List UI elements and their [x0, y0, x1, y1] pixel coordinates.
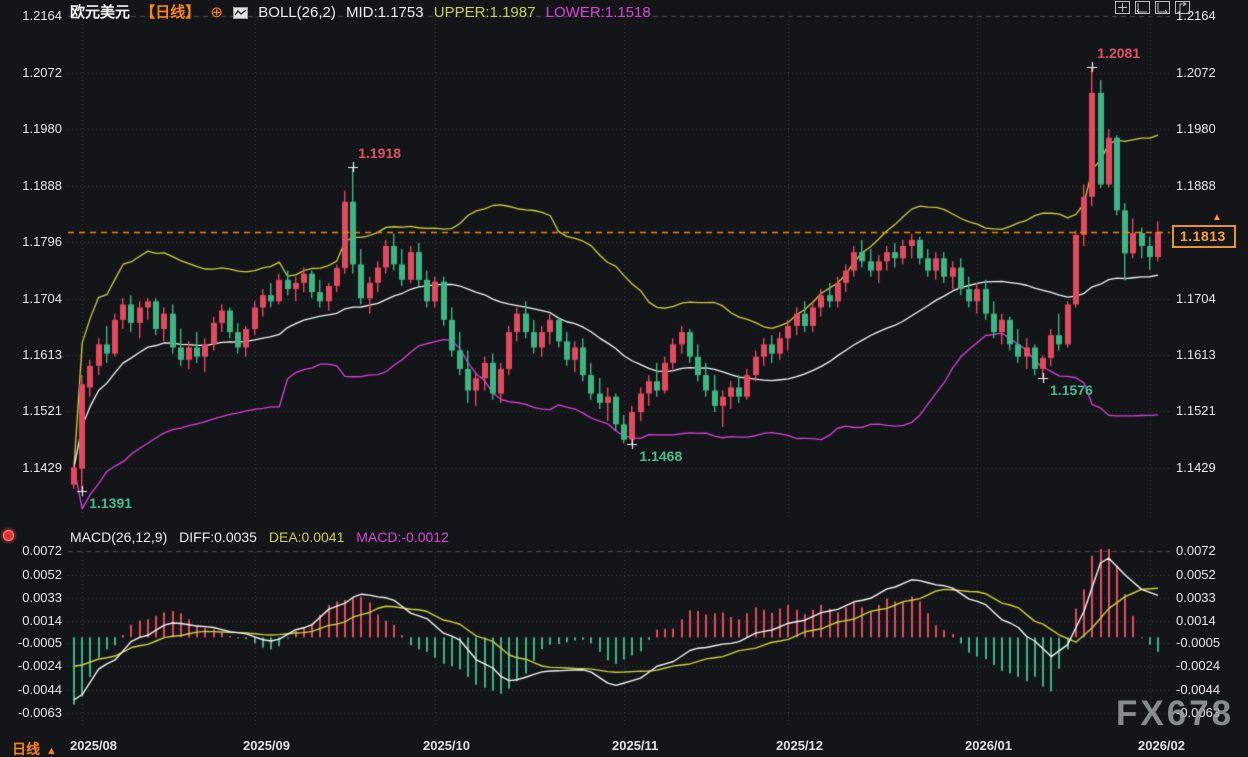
align-right-icon[interactable] — [1155, 1, 1170, 15]
x-axis-month-label: 2025/12 — [776, 738, 823, 753]
price-axis-label-left: 1.2164 — [22, 8, 62, 23]
macd-header: MACD(26,12,9) DIFF:0.0035 DEA:0.0041 MAC… — [70, 529, 457, 545]
last-price-value: 1.1813 — [1180, 228, 1226, 244]
macd-axis-label-right: -0.0063 — [1176, 705, 1221, 720]
price-axis-label-right: 1.1980 — [1176, 121, 1216, 136]
price-axis-label-left: 1.1980 — [22, 121, 62, 136]
x-axis-month-label: 2025/09 — [243, 738, 290, 753]
macd-axis-label-left: 0.0072 — [22, 543, 62, 558]
x-axis-month-label: 2025/10 — [423, 738, 470, 753]
price-annotation: 1.1468 — [639, 448, 683, 465]
price-annotation: 1.1576 — [1050, 381, 1093, 398]
macd-axis-label-left: -0.0063 — [17, 705, 62, 720]
crosshair-icon[interactable] — [1115, 1, 1130, 14]
price-axis-label-right: 1.1613 — [1176, 347, 1216, 362]
price-axis-label-right: 1.1704 — [1176, 291, 1216, 306]
export-icon[interactable] — [1175, 1, 1190, 14]
price-annotation: 1.2081 — [1097, 45, 1141, 62]
macd-diff-label: DIFF:0.0035 — [179, 529, 257, 545]
last-price-arrow-icon: ▲ — [1212, 212, 1222, 223]
price-axis-label-left: 1.1613 — [22, 347, 62, 362]
boll-mid-label: MID:1.1753 — [346, 4, 424, 21]
macd-axis-label-left: 0.0033 — [22, 590, 62, 605]
price-axis-label-left: 1.1521 — [22, 403, 62, 418]
macd-axis-label-right: 0.0033 — [1176, 590, 1216, 605]
price-axis-label-right: 1.1429 — [1176, 460, 1216, 475]
price-axis-label-right: 1.1521 — [1176, 403, 1216, 418]
price-axis-label-left: 1.2072 — [22, 65, 62, 80]
macd-name-label: MACD(26,12,9) — [70, 529, 168, 545]
price-annotation: 1.1918 — [358, 145, 402, 162]
period-selector-label: 日线 — [12, 741, 40, 757]
macd-axis-label-right: 0.0014 — [1176, 613, 1216, 628]
x-axis-month-label: 2025/08 — [70, 738, 117, 753]
add-indicator-icon[interactable]: ⊕ — [210, 4, 223, 21]
x-axis-month-label: 2026/02 — [1138, 738, 1185, 753]
macd-dea-label: DEA:0.0041 — [268, 529, 345, 545]
price-axis-label-right: 1.1888 — [1176, 178, 1216, 193]
price-axis-label-left: 1.1888 — [22, 178, 62, 193]
macd-axis-label-right: -0.0024 — [1176, 658, 1221, 673]
mini-chart-icon — [233, 4, 249, 21]
triangle-up-icon: ▲ — [46, 745, 57, 757]
macd-axis-label-left: -0.0044 — [17, 682, 62, 697]
period-selector[interactable]: 日线 ▲ — [12, 739, 57, 757]
boll-upper-label: UPPER:1.1987 — [433, 4, 536, 21]
chart-header: 欧元美元 【日线】 ⊕ BOLL(26,2) MID:1.1753 UPPER:… — [70, 1, 657, 22]
macd-indicator-icon[interactable] — [3, 530, 14, 541]
chart-toolbar — [1115, 1, 1190, 15]
watermark: FX678 — [1116, 694, 1235, 733]
x-axis-month-label: 2025/11 — [612, 738, 659, 753]
symbol-title: 欧元美元 — [70, 4, 131, 21]
align-left-icon[interactable] — [1135, 1, 1150, 14]
macd-axis-label-left: -0.0005 — [17, 635, 62, 650]
price-axis-label-left: 1.1704 — [22, 291, 62, 306]
boll-label: BOLL(26,2) — [258, 4, 336, 21]
boll-lower-label: LOWER:1.1518 — [545, 4, 651, 21]
price-axis-label-left: 1.1429 — [22, 460, 62, 475]
macd-axis-label-left: 0.0014 — [22, 613, 62, 628]
macd-axis-label-right: 0.0072 — [1176, 543, 1216, 558]
price-axis-label-right: 1.2164 — [1176, 8, 1216, 23]
price-annotation: 1.1391 — [89, 495, 133, 512]
price-axis-label-left: 1.1796 — [22, 234, 62, 249]
last-price-tag: 1.1813 — [1172, 225, 1236, 248]
macd-axis-label-left: -0.0024 — [17, 658, 62, 673]
macd-axis-label-right: -0.0044 — [1176, 682, 1221, 697]
x-axis-month-label: 2026/01 — [965, 738, 1012, 753]
period-label[interactable]: 【日线】 — [140, 4, 201, 21]
macd-axis-label-right: -0.0005 — [1176, 635, 1221, 650]
macd-axis-label-right: 0.0052 — [1176, 567, 1216, 582]
macd-axis-label-left: 0.0052 — [22, 567, 62, 582]
price-axis-label-right: 1.2072 — [1176, 65, 1216, 80]
macd-value-label: MACD:-0.0012 — [356, 529, 449, 545]
